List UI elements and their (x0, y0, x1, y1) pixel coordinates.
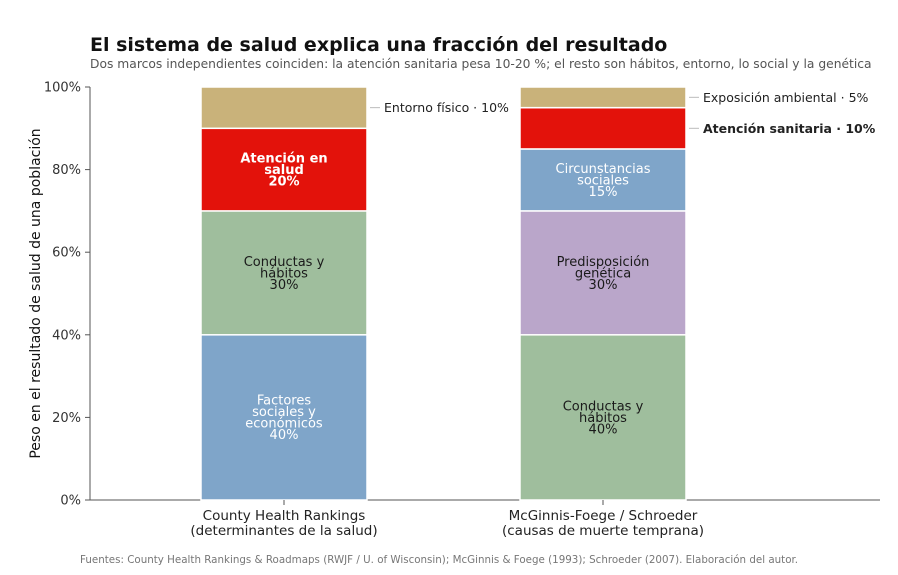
segment-label: Conductas y (563, 399, 644, 414)
segment-label: sociales (577, 173, 629, 188)
segment-label: económicos (245, 417, 323, 432)
y-tick-label: 60% (52, 246, 81, 261)
bar-segment (519, 106, 687, 150)
y-axis-label: Peso en el resultado de salud de una pob… (28, 128, 44, 458)
bar-segment (200, 334, 368, 501)
x-tick-label: County Health Rankings (203, 508, 366, 524)
segment-label: 30% (589, 278, 618, 293)
y-tick-label: 40% (52, 328, 81, 343)
bar-segment (200, 127, 368, 212)
segment-label: hábitos (579, 411, 627, 426)
segment-label: salud (264, 163, 304, 178)
segment-label: 20% (268, 175, 299, 190)
y-tick-label: 80% (52, 163, 81, 178)
chart-title: El sistema de salud explica una fracción… (90, 34, 668, 56)
bar-segment (200, 86, 368, 130)
y-tick-label: 0% (60, 494, 81, 509)
segment-label: Atención en (240, 152, 327, 167)
segment-label: genética (575, 266, 631, 281)
callout-label: Entorno físico · 10% (384, 100, 509, 115)
x-tick-label: McGinnis-Foege / Schroeder (509, 508, 698, 524)
bar-segment (519, 148, 687, 212)
segment-label: Predisposición (557, 255, 650, 270)
chart-subtitle: Dos marcos independientes coinciden: la … (90, 57, 872, 71)
x-tick-label: (determinantes de la salud) (190, 523, 377, 539)
segment-label: 15% (589, 185, 618, 200)
callout-label: Atención sanitaria · 10% (703, 121, 876, 136)
bar-segment (519, 334, 687, 501)
x-tick-label: (causas de muerte temprana) (502, 523, 704, 539)
bar-segment (519, 210, 687, 336)
segment-label: Circunstancias (556, 162, 651, 177)
segment-label: Conductas y (244, 255, 325, 270)
segment-label: sociales y (252, 405, 316, 420)
y-tick-label: 20% (52, 411, 81, 426)
segment-label: hábitos (260, 266, 308, 281)
segment-label: 40% (270, 428, 299, 443)
y-tick-label: 100% (44, 81, 81, 96)
source-note: Fuentes: County Health Rankings & Roadma… (80, 554, 799, 566)
segment-label: 30% (270, 278, 299, 293)
segment-label: Factores (257, 394, 312, 409)
segment-label: 40% (589, 422, 618, 437)
callout-label: Exposición ambiental · 5% (703, 90, 869, 105)
bar-segment (519, 86, 687, 109)
